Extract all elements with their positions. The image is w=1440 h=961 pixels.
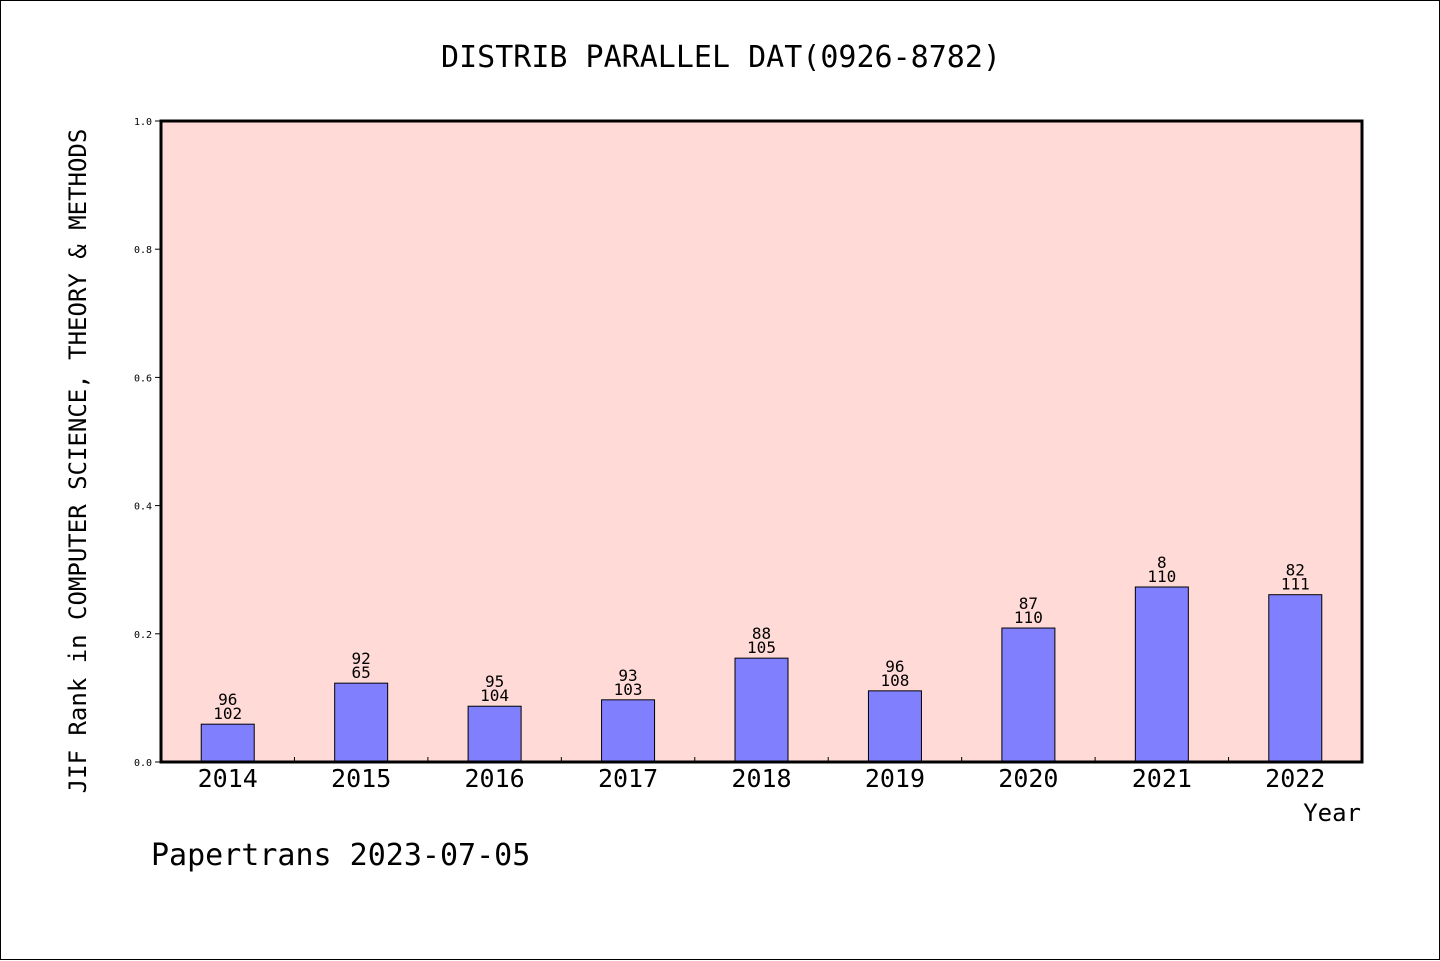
data-label-bottom-2017: 103	[614, 680, 643, 699]
bar-2020	[1001, 627, 1056, 763]
x-tick-label-2014: 2014	[198, 764, 258, 793]
x-tick-label-2017: 2017	[598, 764, 658, 793]
data-label-bottom-2019: 108	[880, 671, 909, 690]
data-label-top-2018: 88	[752, 624, 771, 643]
x-tick-label-2016: 2016	[465, 764, 525, 793]
data-label-bottom-2021: 110	[1147, 567, 1176, 586]
x-tick-label-2020: 2020	[998, 764, 1058, 793]
data-label-top-2020: 87	[1019, 594, 1038, 613]
bar-2018	[734, 657, 789, 763]
bar-2015	[334, 682, 389, 763]
data-label-top-2016: 95	[485, 672, 504, 691]
plot-border	[159, 119, 1364, 764]
bar-2019	[867, 690, 922, 763]
data-label-top-2022: 82	[1286, 561, 1305, 580]
data-label-top-2019: 96	[885, 657, 904, 676]
y-tick-label: 0.0	[134, 758, 152, 769]
data-label-bottom-2015: 65	[352, 663, 371, 682]
x-tick-label-2022: 2022	[1265, 764, 1325, 793]
y-tick-label: 1.0	[134, 117, 152, 128]
x-tick-label-2018: 2018	[731, 764, 791, 793]
footer-text: Papertrans 2023-07-05	[151, 838, 530, 873]
data-label-bottom-2020: 110	[1014, 608, 1043, 627]
x-ticks-group: 2014 2015 2016 2017 2018 2019 2020 2021 2022	[198, 757, 1325, 793]
data-label-bottom-2018: 105	[747, 638, 776, 657]
data-label-bottom-2022: 111	[1281, 575, 1310, 594]
y-axis-label: JIF Rank in COMPUTER SCIENCE, THEORY & M…	[64, 129, 92, 794]
bar-2022	[1268, 594, 1323, 763]
bar-2016	[467, 705, 522, 763]
x-tick-label-2019: 2019	[865, 764, 925, 793]
bar-2017	[601, 699, 656, 763]
chart-title: DISTRIB PARALLEL DAT(0926-8782)	[441, 40, 1001, 75]
bars-group	[200, 586, 1323, 763]
data-label-bottom-2014: 102	[213, 704, 242, 723]
y-tick-label: 0.8	[134, 245, 152, 256]
data-label-top-2021: 8	[1157, 553, 1167, 572]
bar-2021	[1134, 586, 1189, 763]
y-ticks-group: 0.0 0.2 0.4 0.6 0.8 1.0	[134, 117, 161, 769]
data-label-top-2017: 93	[618, 666, 637, 685]
x-tick-label-2021: 2021	[1132, 764, 1192, 793]
data-label-top-2015: 92	[352, 649, 371, 668]
y-tick-label: 0.6	[134, 373, 152, 384]
bar-2014	[200, 723, 255, 763]
data-label-bottom-2016: 104	[480, 686, 509, 705]
data-label-top-2014: 96	[218, 690, 237, 709]
y-tick-label: 0.2	[134, 630, 152, 641]
x-tick-label-2015: 2015	[331, 764, 391, 793]
y-tick-label: 0.4	[134, 502, 152, 513]
x-axis-label: Year	[1303, 799, 1361, 827]
